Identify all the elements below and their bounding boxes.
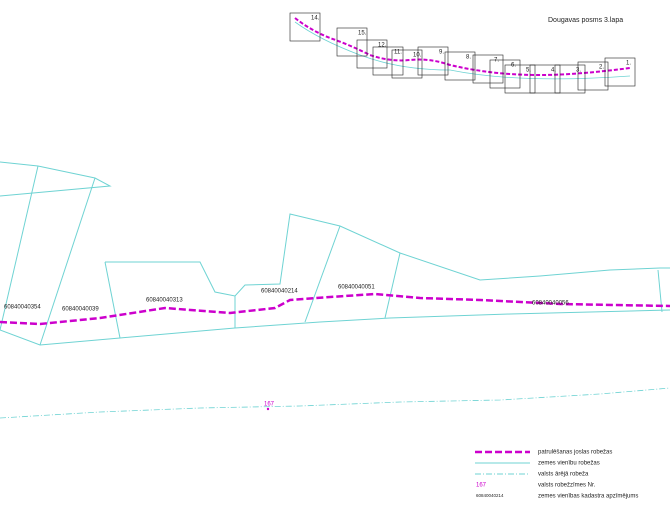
legend-label: valsts robežzīmes Nr.: [538, 483, 596, 489]
index-sheet: [529, 64, 561, 94]
index-sheet: [472, 54, 504, 84]
index-sheet-label: 1.: [626, 61, 631, 67]
index-map: 14. 15. 12. 11. 10. 9. 8. 7. 6. 5. 4. 3. 2. 1.: [289, 12, 636, 94]
index-sheet: [554, 64, 586, 94]
index-sheet-label: 7.: [494, 58, 499, 64]
index-sheet-label: 6.: [511, 63, 516, 69]
index-sheet-label: 15.: [358, 31, 367, 37]
legend-label: zemes vienības kadastra apzīmējums: [538, 494, 638, 500]
index-sheet-label: 14.: [311, 16, 320, 22]
map-title: Dougavas posms 3.lapa: [548, 17, 623, 24]
parcel-boundaries: [0, 161, 670, 419]
index-sheet-label: 8.: [466, 55, 471, 61]
parcel-label: 60840040056: [532, 301, 569, 307]
index-sheet-label: 3.: [576, 68, 581, 74]
index-sheet-label: 2.: [599, 65, 604, 71]
index-sheet: [356, 39, 388, 69]
index-sheet-label: 12.: [378, 43, 387, 49]
legend-label: valsts ārējā robeža: [538, 472, 589, 478]
index-sheet: [577, 61, 609, 91]
patrol-boundary: [0, 292, 670, 326]
legend-label: patrulēšanas joslas robežas: [538, 450, 612, 456]
index-sheet: [336, 27, 368, 57]
legend-symbol-text: 60840040214: [476, 493, 504, 498]
state-border: [0, 387, 670, 419]
index-patrol-line: [294, 17, 631, 76]
parcel-label: 60840040214: [261, 289, 298, 295]
index-sheet: [289, 12, 321, 42]
legend-symbol-text: 167: [476, 483, 487, 489]
index-sheet: [604, 57, 636, 87]
index-sheet: [444, 51, 476, 81]
index-sheet: [372, 46, 404, 76]
index-sheet-label: 10.: [413, 53, 422, 59]
index-sheet: [417, 46, 449, 76]
index-sheet-label: 5.: [526, 68, 531, 74]
index-sheet-label: 9.: [439, 50, 444, 56]
legend: patrulēšanas joslas robežas zemes vienību…: [475, 450, 638, 500]
index-sheet-label: 4.: [551, 68, 556, 74]
index-sheet-label: 11.: [394, 50, 402, 56]
border-marker-point: [266, 407, 270, 411]
index-sheet: [504, 64, 536, 94]
border-marker-label: 167: [264, 402, 275, 408]
parcel-label: 60840040313: [146, 298, 183, 304]
parcel-label: 60840040039: [62, 307, 99, 313]
legend-label: zemes vienību robežas: [538, 461, 600, 467]
index-parcel-lines: [294, 21, 631, 80]
index-sheet: [391, 49, 423, 79]
parcel-label: 60840040051: [338, 285, 375, 291]
parcel-label: 60840040354: [4, 305, 41, 311]
